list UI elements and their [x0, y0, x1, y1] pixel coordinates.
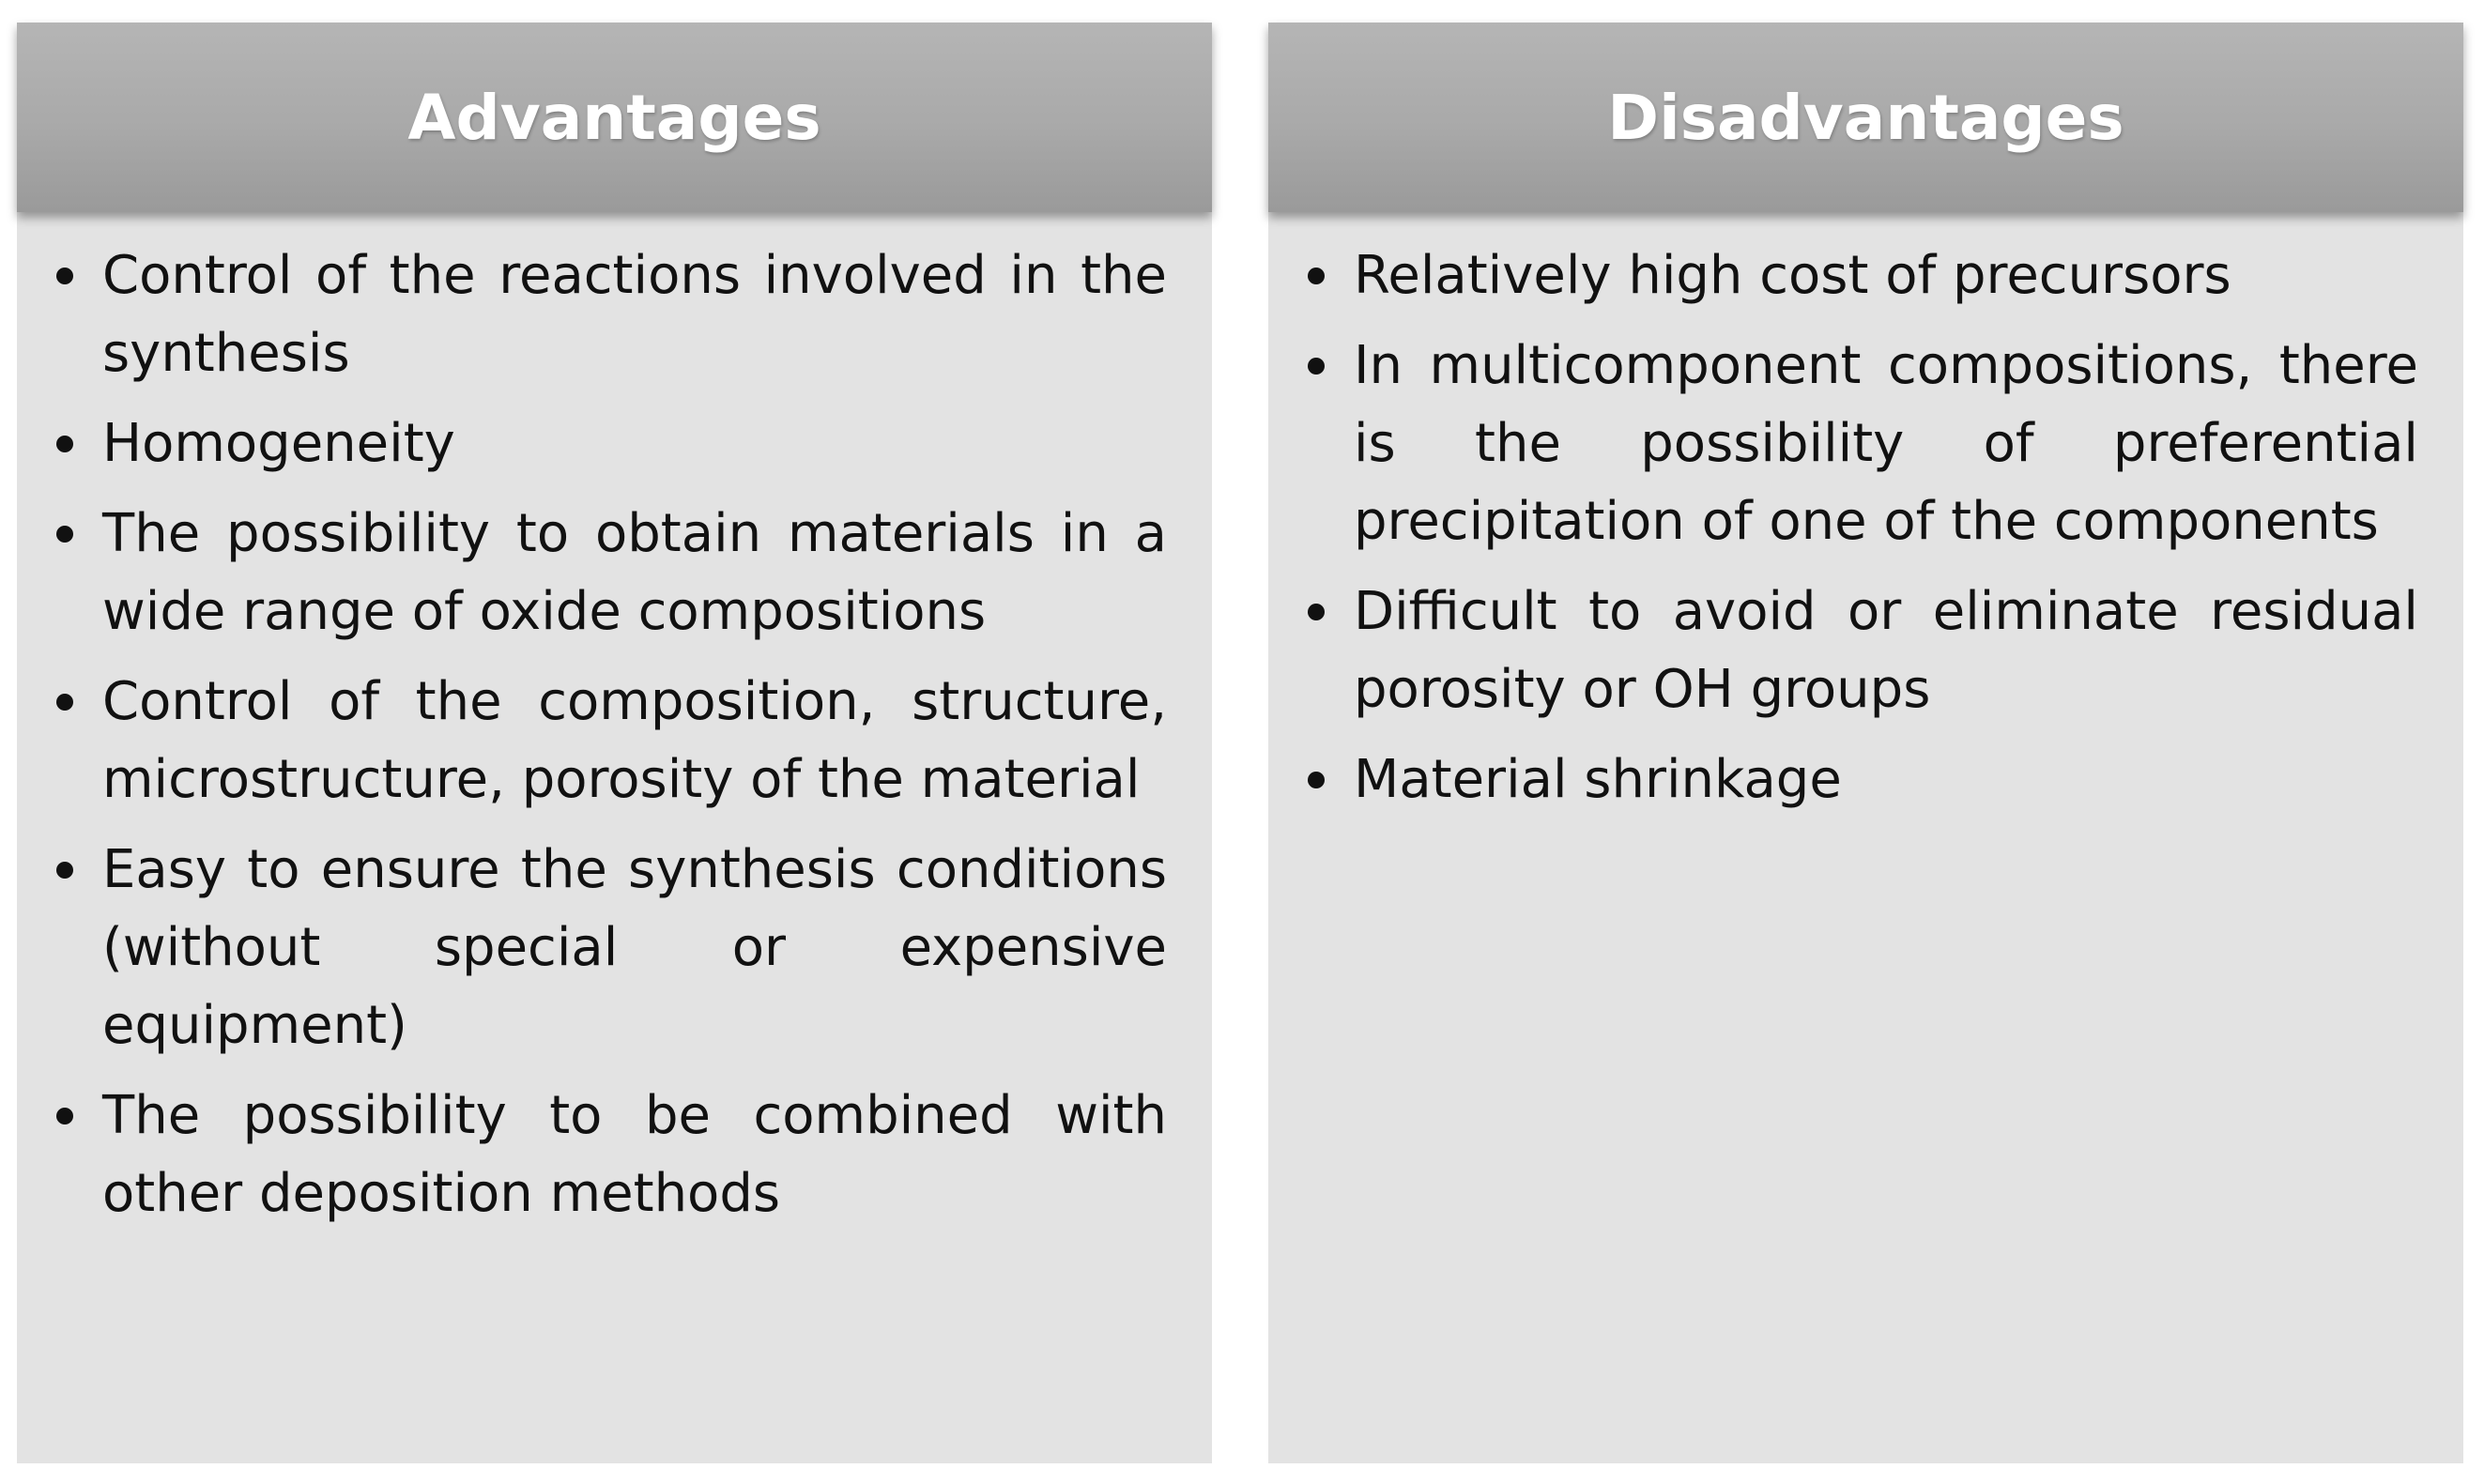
advantage-item-text: Homogeneity — [102, 413, 455, 474]
disadvantages-title: Disadvantages — [1607, 81, 2124, 154]
bullet-icon — [56, 1108, 73, 1124]
bullet-icon — [1308, 604, 1325, 620]
disadvantage-item-text: In multicomponent compositions, there is… — [1354, 335, 2418, 552]
disadvantage-item: Material shrinkage — [1302, 741, 2418, 818]
advantage-item-text: The possibility to be combined with othe… — [102, 1085, 1167, 1224]
advantages-body: Control of the reactions involved in the… — [17, 237, 1212, 1245]
advantage-item: Control of the reactions involved in the… — [51, 237, 1167, 392]
bullet-icon — [56, 436, 73, 452]
disadvantages-header: Disadvantages — [1268, 23, 2463, 212]
advantage-item: Easy to ensure the synthesis conditions … — [51, 831, 1167, 1064]
bullet-icon — [56, 268, 73, 284]
disadvantage-item-text: Difficult to avoid or eliminate residual… — [1354, 581, 2418, 720]
bullet-icon — [1308, 268, 1325, 284]
disadvantage-item-text: Material shrinkage — [1354, 749, 1842, 810]
advantage-item: The possibility to obtain materials in a… — [51, 495, 1167, 650]
bullet-icon — [1308, 358, 1325, 375]
bullet-icon — [56, 862, 73, 879]
disadvantage-item: In multicomponent compositions, there is… — [1302, 327, 2418, 560]
advantages-title: Advantages — [407, 81, 821, 154]
advantages-panel: Advantages Control of the reactions invo… — [17, 23, 1212, 1463]
disadvantages-list: Relatively high cost of precursors In mu… — [1302, 237, 2418, 818]
advantage-item-text: The possibility to obtain materials in a… — [102, 503, 1167, 642]
disadvantage-item: Relatively high cost of precursors — [1302, 237, 2418, 314]
advantage-item-text: Control of the composition, structure, m… — [102, 671, 1167, 810]
advantages-list: Control of the reactions involved in the… — [51, 237, 1167, 1232]
advantages-header: Advantages — [17, 23, 1212, 212]
advantage-item: The possibility to be combined with othe… — [51, 1077, 1167, 1232]
advantage-item: Control of the composition, structure, m… — [51, 663, 1167, 818]
bullet-icon — [56, 526, 73, 543]
advantage-item-text: Control of the reactions involved in the… — [102, 245, 1167, 384]
advantage-item: Homogeneity — [51, 405, 1167, 482]
disadvantages-panel: Disadvantages Relatively high cost of pr… — [1268, 23, 2463, 1463]
bullet-icon — [1308, 772, 1325, 788]
advantage-item-text: Easy to ensure the synthesis conditions … — [102, 839, 1167, 1056]
disadvantage-item-text: Relatively high cost of precursors — [1354, 245, 2231, 306]
disadvantages-body: Relatively high cost of precursors In mu… — [1268, 237, 2463, 831]
bullet-icon — [56, 694, 73, 711]
disadvantage-item: Difficult to avoid or eliminate residual… — [1302, 573, 2418, 728]
